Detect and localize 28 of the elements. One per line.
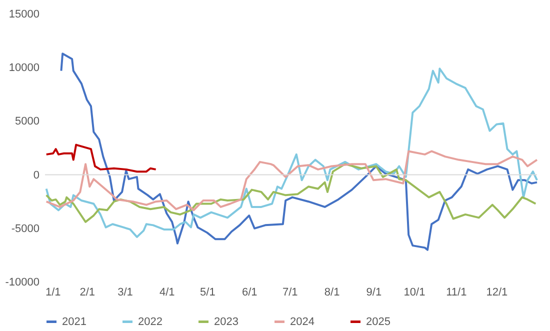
x-tick-label: 4/1 (160, 286, 175, 298)
x-tick-label: 1/1 (46, 286, 61, 298)
y-tick-label: 15000 (8, 8, 40, 20)
line-series (45, 144, 157, 173)
legend-label: 2021 (62, 316, 86, 328)
y-tick-label: 5000 (15, 116, 40, 128)
line-series (45, 150, 538, 212)
x-tick-label: 5/1 (200, 286, 216, 298)
x-tick-label: 6/1 (242, 286, 258, 298)
x-tick-label: 8/1 (324, 286, 340, 298)
legend-label: 2025 (366, 316, 390, 328)
y-tick-label: -10000 (5, 276, 40, 288)
x-tick-label: 3/1 (118, 286, 133, 298)
x-tick-label: 10/1 (404, 286, 426, 298)
line-series (60, 52, 538, 251)
y-tick-label: 0 (33, 169, 40, 182)
line-series (45, 68, 538, 238)
y-tick-label: -5000 (11, 222, 40, 235)
legend-label: 2024 (290, 316, 314, 328)
x-tick-label: 12/1 (486, 286, 508, 298)
legend-label: 2022 (138, 316, 162, 328)
legend-label: 2023 (214, 316, 238, 328)
x-tick-label: 7/1 (282, 286, 298, 298)
y-tick-label: 10000 (8, 62, 40, 74)
line-series (45, 163, 537, 223)
x-tick-label: 2/1 (80, 286, 96, 298)
x-tick-label: 9/1 (366, 286, 382, 298)
x-tick-label: 11/1 (446, 286, 467, 298)
